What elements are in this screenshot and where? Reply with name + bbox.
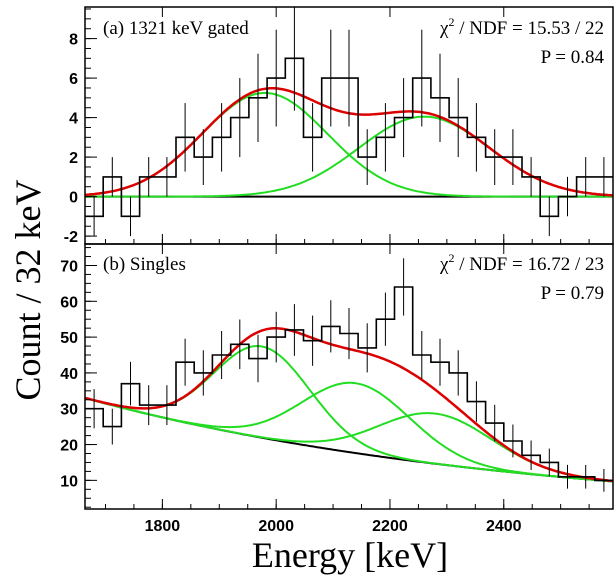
panel-b-chi-symbol: χ	[439, 254, 449, 275]
panel-a-error-bars	[93, 7, 605, 237]
y-tick-label: 8	[69, 32, 78, 49]
y-tick-label: -2	[64, 229, 78, 246]
panel-a-pvalue: P = 0.84	[541, 47, 605, 68]
panel-a-chi-symbol: χ	[439, 18, 449, 39]
y-tick-label: 60	[60, 294, 78, 311]
x-axis-label: Energy [keV]	[252, 535, 448, 575]
component-curve-2	[84, 381, 614, 483]
y-tick-label: 40	[60, 366, 78, 383]
panel-b-component-curves	[84, 344, 614, 483]
panel-a-chi2: χ2 / NDF = 15.53 / 22	[439, 15, 604, 39]
x-tick-label: 2000	[258, 518, 294, 535]
y-axis-label: Count / 32 keV	[8, 180, 48, 401]
panel-b-chi2: χ2 / NDF = 16.72 / 23	[439, 251, 604, 275]
panel-a-chi-rest: / NDF = 15.53 / 22	[454, 18, 604, 39]
y-tick-label: 0	[69, 190, 78, 207]
y-tick-label: 50	[60, 330, 78, 347]
panel-b-error-bars	[93, 258, 605, 492]
panel-a-chi-sup: 2	[448, 15, 454, 29]
component-curve-1	[84, 344, 614, 483]
y-tick-label: 10	[60, 473, 78, 490]
component-curve-2	[85, 115, 614, 198]
panel-b-frame	[84, 243, 614, 510]
x-tick-label: 2400	[486, 518, 522, 535]
x-tick-label: 2200	[372, 518, 408, 535]
panel-b-background-line	[84, 397, 614, 483]
y-tick-label: 6	[69, 71, 78, 88]
y-tick-label: 4	[69, 111, 78, 128]
panel-b-chi-sup: 2	[448, 251, 454, 265]
x-tick-label: 1800	[145, 518, 181, 535]
panel-b-pvalue: P = 0.79	[541, 283, 604, 304]
y-tick-label: 20	[60, 438, 78, 455]
panel-b-chi-rest: / NDF = 16.72 / 23	[454, 254, 604, 275]
y-tick-label: 30	[60, 402, 78, 419]
component-curve-3	[84, 397, 614, 482]
y-tick-label: 70	[60, 258, 78, 275]
panel-a-title: (a) 1321 keV gated	[103, 18, 249, 39]
panel-b-title: (b) Singles	[103, 254, 186, 275]
panel-b-singles: 10 20 30 40 50 60 70 (b) Singles χ2 / NDF = 16…	[60, 243, 614, 510]
y-tick-label: 2	[69, 150, 78, 167]
background-curve	[84, 397, 614, 483]
